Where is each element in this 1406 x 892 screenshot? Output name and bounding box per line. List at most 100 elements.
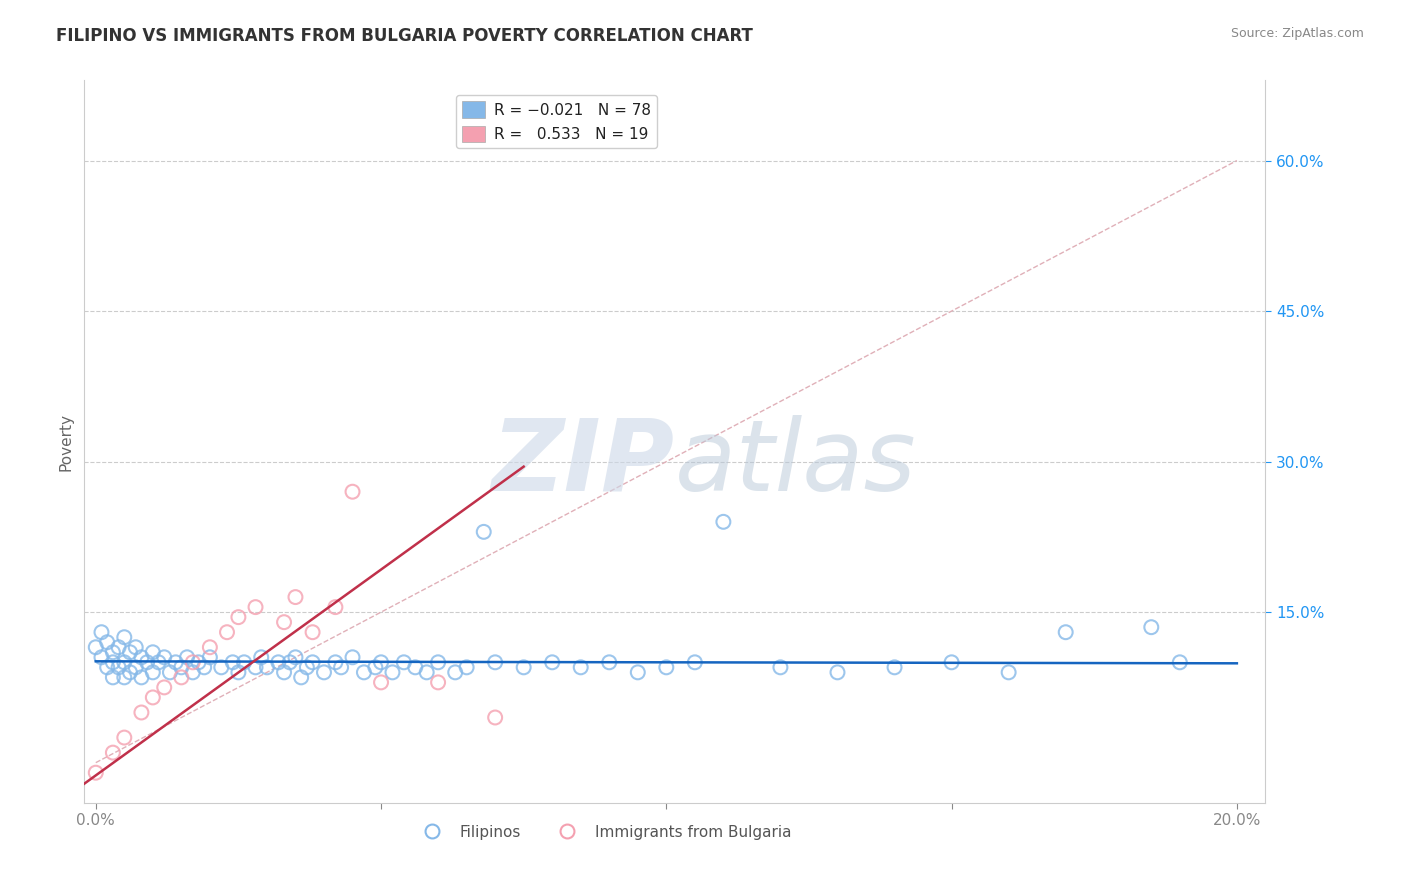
Point xyxy=(165,655,187,669)
Point xyxy=(131,650,153,665)
Point xyxy=(107,640,129,655)
Point xyxy=(148,655,170,669)
Point xyxy=(683,655,706,669)
Point xyxy=(273,615,295,630)
Point xyxy=(1054,625,1077,640)
Point xyxy=(112,630,135,644)
Point xyxy=(256,660,278,674)
Point xyxy=(512,660,534,674)
Point xyxy=(176,650,198,665)
Point xyxy=(170,670,193,684)
Point xyxy=(187,655,209,669)
Text: atlas: atlas xyxy=(675,415,917,512)
Point xyxy=(153,650,176,665)
Point xyxy=(598,655,620,669)
Point xyxy=(170,660,193,674)
Point xyxy=(342,650,364,665)
Point xyxy=(325,655,347,669)
Point xyxy=(711,515,734,529)
Point xyxy=(222,655,245,669)
Point xyxy=(193,660,215,674)
Point xyxy=(142,690,165,705)
Point xyxy=(655,660,678,674)
Point xyxy=(1168,655,1191,669)
Point xyxy=(342,484,364,499)
Point xyxy=(153,681,176,695)
Point xyxy=(392,655,415,669)
Point xyxy=(404,660,426,674)
Point xyxy=(112,655,135,669)
Point xyxy=(245,600,267,615)
Point xyxy=(101,645,124,659)
Point xyxy=(125,660,148,674)
Point xyxy=(198,650,221,665)
Point xyxy=(427,655,450,669)
Point xyxy=(101,746,124,760)
Point xyxy=(131,670,153,684)
Point xyxy=(250,650,273,665)
Point xyxy=(364,660,387,674)
Point xyxy=(278,655,301,669)
Point xyxy=(118,645,141,659)
Point xyxy=(484,710,506,724)
Text: Source: ZipAtlas.com: Source: ZipAtlas.com xyxy=(1230,27,1364,40)
Point xyxy=(118,665,141,680)
Point xyxy=(209,660,232,674)
Point xyxy=(325,600,347,615)
Point xyxy=(370,675,392,690)
Point xyxy=(883,660,905,674)
Point xyxy=(131,706,153,720)
Point xyxy=(90,650,112,665)
Point xyxy=(228,665,250,680)
Text: ZIP: ZIP xyxy=(492,415,675,512)
Point xyxy=(136,655,159,669)
Text: FILIPINO VS IMMIGRANTS FROM BULGARIA POVERTY CORRELATION CHART: FILIPINO VS IMMIGRANTS FROM BULGARIA POV… xyxy=(56,27,754,45)
Point xyxy=(101,655,124,669)
Point xyxy=(312,665,335,680)
Point xyxy=(84,765,107,780)
Point xyxy=(107,660,129,674)
Point xyxy=(245,660,267,674)
Point xyxy=(159,665,181,680)
Point xyxy=(381,665,404,680)
Point xyxy=(90,625,112,640)
Point xyxy=(198,640,221,655)
Point xyxy=(484,655,506,669)
Point xyxy=(142,645,165,659)
Point xyxy=(427,675,450,690)
Y-axis label: Poverty: Poverty xyxy=(58,412,73,471)
Point xyxy=(330,660,353,674)
Point xyxy=(941,655,963,669)
Point xyxy=(142,665,165,680)
Point xyxy=(181,665,204,680)
Point xyxy=(125,640,148,655)
Point xyxy=(444,665,467,680)
Point xyxy=(301,655,323,669)
Point xyxy=(295,660,318,674)
Point xyxy=(301,625,323,640)
Point xyxy=(290,670,312,684)
Point xyxy=(112,731,135,745)
Point xyxy=(627,665,650,680)
Point xyxy=(84,640,107,655)
Legend: Filipinos, Immigrants from Bulgaria: Filipinos, Immigrants from Bulgaria xyxy=(411,819,797,846)
Point xyxy=(827,665,849,680)
Point xyxy=(456,660,478,674)
Point xyxy=(273,665,295,680)
Point xyxy=(267,655,290,669)
Point xyxy=(541,655,564,669)
Point xyxy=(215,625,238,640)
Point xyxy=(284,590,307,604)
Point xyxy=(112,670,135,684)
Point xyxy=(96,635,118,649)
Point xyxy=(1140,620,1163,634)
Point xyxy=(233,655,256,669)
Point xyxy=(96,660,118,674)
Point xyxy=(415,665,437,680)
Point xyxy=(101,670,124,684)
Point xyxy=(181,655,204,669)
Point xyxy=(997,665,1019,680)
Point xyxy=(569,660,592,674)
Point xyxy=(284,650,307,665)
Point xyxy=(370,655,392,669)
